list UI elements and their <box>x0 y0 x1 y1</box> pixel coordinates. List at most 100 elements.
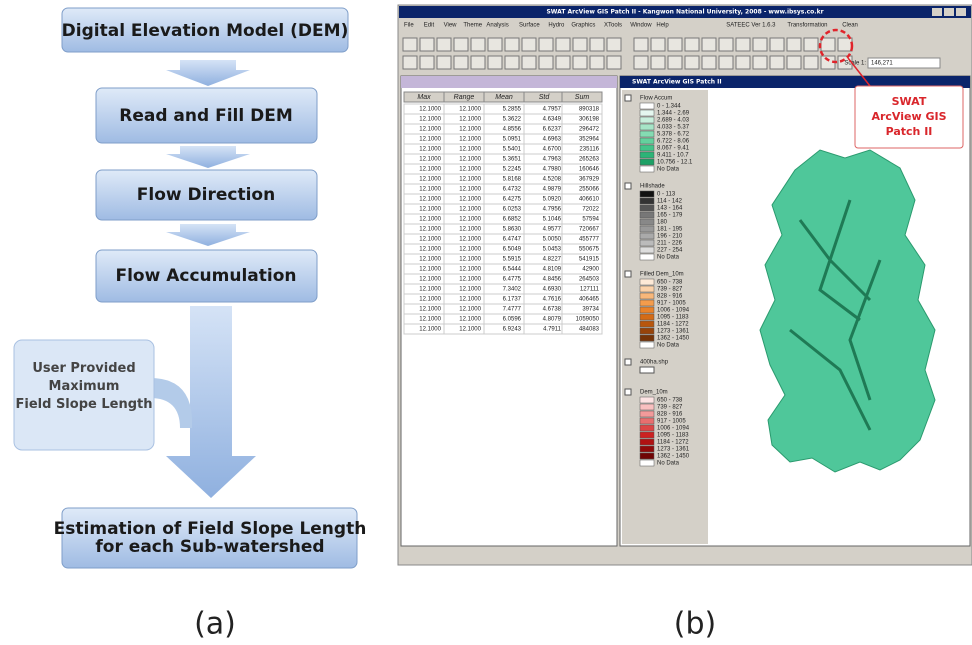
menu-item[interactable]: Graphics <box>571 23 595 29</box>
toolbar-button[interactable] <box>419 55 435 70</box>
table-cell-text: 12.1000 <box>419 117 441 123</box>
table-cell-text: 4.6963 <box>543 137 562 143</box>
toolbar-button[interactable] <box>555 55 571 70</box>
toolbar-button[interactable] <box>650 55 666 70</box>
toolbar-button[interactable] <box>572 37 588 52</box>
menu-item[interactable]: Transformation <box>787 23 827 29</box>
toolbar-button[interactable] <box>538 37 554 52</box>
toolbar-button[interactable] <box>555 37 571 52</box>
toolbar-button[interactable] <box>453 37 469 52</box>
toolbar-button[interactable] <box>820 37 836 52</box>
menu-item[interactable]: Surface <box>519 23 540 29</box>
toolbar-button[interactable] <box>718 55 734 70</box>
menu-item[interactable]: Help <box>656 23 669 29</box>
toolbar-button[interactable] <box>684 37 700 52</box>
table-cell-text: 6.4747 <box>503 237 522 243</box>
table-cell-text: 12.1000 <box>459 157 481 163</box>
toolbar-button[interactable] <box>538 55 554 70</box>
toolbar-button[interactable] <box>667 55 683 70</box>
table-cell-text: 367929 <box>579 177 600 183</box>
table-cell-text: 12.1000 <box>459 207 481 213</box>
legend-checkbox[interactable] <box>624 358 632 366</box>
table-cell-text: 6.0596 <box>503 317 522 323</box>
toolbar-button[interactable] <box>436 37 452 52</box>
toolbar-button[interactable] <box>572 55 588 70</box>
table-cell-text: 4.7616 <box>543 297 562 303</box>
toolbar-button[interactable] <box>735 37 751 52</box>
legend-checkbox[interactable] <box>624 388 632 396</box>
table-cell-text: 4.7911 <box>543 327 562 333</box>
legend-item: 114 - 142 <box>657 199 683 205</box>
box <box>61 7 349 53</box>
toolbar-button[interactable] <box>606 37 622 52</box>
toolbar-button[interactable] <box>786 37 802 52</box>
toolbar-button[interactable] <box>837 37 853 52</box>
toolbar-button[interactable] <box>769 55 785 70</box>
menu-item[interactable]: Hydro <box>548 23 565 29</box>
box <box>61 507 358 569</box>
legend-checkbox[interactable] <box>624 270 632 278</box>
toolbar-button[interactable] <box>701 55 717 70</box>
menu-item[interactable]: File <box>404 23 414 29</box>
toolbar-button[interactable] <box>504 55 520 70</box>
toolbar-button[interactable] <box>633 37 649 52</box>
toolbar-button[interactable] <box>752 37 768 52</box>
table-cell-text: 12.1000 <box>459 327 481 333</box>
table-cell-text: 5.0453 <box>543 247 562 253</box>
legend-checkbox[interactable] <box>624 182 632 190</box>
menu-item[interactable]: Analysis <box>486 23 508 29</box>
menu-item[interactable]: XTools <box>604 23 622 29</box>
toolbar-button[interactable] <box>803 55 819 70</box>
table-cell-text: 12.1000 <box>419 307 441 313</box>
toolbar-button[interactable] <box>487 37 503 52</box>
table-cell-text: 5.0920 <box>543 197 562 203</box>
legend-swatch <box>639 424 655 432</box>
toolbar-button[interactable] <box>718 37 734 52</box>
toolbar-button[interactable] <box>650 37 666 52</box>
toolbar-button[interactable] <box>470 55 486 70</box>
menu-item[interactable]: Theme <box>463 23 482 29</box>
toolbar-button[interactable] <box>589 55 605 70</box>
toolbar-button[interactable] <box>487 55 503 70</box>
toolbar-button[interactable] <box>752 55 768 70</box>
table-cell-text: 4.7957 <box>543 107 562 113</box>
toolbar-button[interactable] <box>684 55 700 70</box>
toolbar-button[interactable] <box>589 37 605 52</box>
toolbar-button[interactable] <box>735 55 751 70</box>
toolbar-button[interactable] <box>402 55 418 70</box>
screenshot: SWAT ArcView GIS Patch II - Kangwon Nati… <box>397 4 972 566</box>
toolbar-button[interactable] <box>701 37 717 52</box>
toolbar-button[interactable] <box>521 37 537 52</box>
toolbar-button[interactable] <box>419 37 435 52</box>
toolbar-button[interactable] <box>504 37 520 52</box>
toolbar-button[interactable] <box>667 37 683 52</box>
legend-checkbox[interactable] <box>624 94 632 102</box>
menu-item[interactable]: Clean <box>842 23 858 29</box>
toolbar-button[interactable] <box>521 55 537 70</box>
table-cell-text: 4.7963 <box>543 157 562 163</box>
table-cell-text: 4.5208 <box>543 177 562 183</box>
window-button[interactable] <box>932 8 942 16</box>
menu-item[interactable]: Window <box>630 23 652 29</box>
toolbar-button[interactable] <box>606 55 622 70</box>
toolbar-button[interactable] <box>470 37 486 52</box>
toolbar-button[interactable] <box>803 37 819 52</box>
toolbar-button[interactable] <box>402 37 418 52</box>
toolbar-button[interactable] <box>436 55 452 70</box>
toolbar-button[interactable] <box>633 55 649 70</box>
legend-swatch <box>639 431 655 439</box>
menu-item[interactable]: Edit <box>424 23 435 29</box>
box <box>95 249 318 303</box>
toolbar-button[interactable] <box>786 55 802 70</box>
toolbar-button[interactable] <box>769 37 785 52</box>
menu-item[interactable]: View <box>444 23 458 29</box>
window-button[interactable] <box>956 8 966 16</box>
menu-item[interactable]: SATEEC Ver 1.6.3 <box>726 23 776 29</box>
table-cell-text: 5.8168 <box>503 177 522 183</box>
window-button[interactable] <box>944 8 954 16</box>
legend-item: 181 - 195 <box>657 227 683 233</box>
toolbar-button[interactable] <box>453 55 469 70</box>
scale-box[interactable] <box>867 57 941 69</box>
